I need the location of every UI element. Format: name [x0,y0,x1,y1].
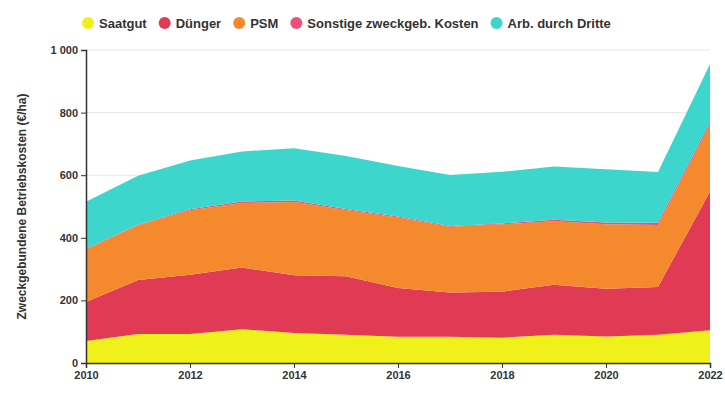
tick-label: 2018 [490,369,514,381]
tick: 1 000 [50,44,86,56]
tick-mark [81,363,86,364]
legend-item: Saatgut [82,16,147,31]
tick: 2016 [386,363,410,381]
area [86,64,710,249]
tick-mark [398,363,399,368]
legend-label: Saatgut [99,16,147,31]
tick-mark [502,363,503,368]
axis-line [81,51,87,364]
legend: Saatgut Dünger PSM Sonstige zweckgeb. Koste… [82,16,611,31]
tick: 2014 [282,363,307,381]
y-axis: 0 200 400 600 800 1 000 [50,44,86,369]
tick-label: 400 [60,232,78,244]
areas [86,64,710,363]
x-axis: 2010 2012 2014 2016 2018 2020 2022 [74,363,722,381]
legend-item: Dünger [159,16,222,31]
tick-label: 2022 [698,369,722,381]
tick-mark [294,363,295,368]
tick: 600 [60,169,86,181]
tick: 2012 [178,363,202,381]
chart: 2010 2012 2014 2016 2018 2020 2022 0 200 400 600 80… [0,0,725,400]
tick: 2020 [594,363,618,381]
legend-swatch [159,17,171,29]
tick-label: 800 [60,107,78,119]
grid [86,50,710,363]
tick-mark [81,300,86,301]
tick-label: 200 [60,294,78,306]
tick: 0 [72,357,86,369]
tick: 2018 [490,363,514,381]
legend-label: Dünger [176,16,222,31]
legend-item: PSM [233,16,278,31]
tick-label: 600 [60,169,78,181]
tick-label: 1 000 [50,44,78,56]
tick: 800 [60,107,86,119]
tick-mark [190,363,191,368]
tick: 2022 [698,363,722,381]
tick: 200 [60,294,86,306]
tick: 400 [60,232,86,244]
tick-mark [710,363,711,368]
legend-label: PSM [250,16,278,31]
tick-label: 2020 [594,369,618,381]
grid-line [86,50,710,51]
legend-swatch [491,17,503,29]
legend-label: Sonstige zweckgeb. Kosten [307,16,478,31]
tick-label: 2012 [178,369,202,381]
legend-label: Arb. durch Dritte [508,16,611,31]
plot: 2010 2012 2014 2016 2018 2020 2022 0 200 400 600 80… [50,44,722,381]
tick-mark [81,50,86,51]
legend-swatch [290,17,302,29]
legend-swatch [233,17,245,29]
axis-line [87,364,711,369]
axis-title: Zweckgebundene Betriebskosten (€/ha) [15,93,29,319]
tick-label: 2014 [282,369,307,381]
legend-item: Arb. durch Dritte [491,16,611,31]
tick-mark [81,238,86,239]
legend-swatch [82,17,94,29]
tick-mark [81,175,86,176]
tick-label: 0 [72,357,78,369]
tick-label: 2010 [74,369,98,381]
grid-line [86,112,710,113]
tick-label: 2016 [386,369,410,381]
tick-mark [81,113,86,114]
legend-item: Sonstige zweckgeb. Kosten [290,16,478,31]
tick-mark [606,363,607,368]
